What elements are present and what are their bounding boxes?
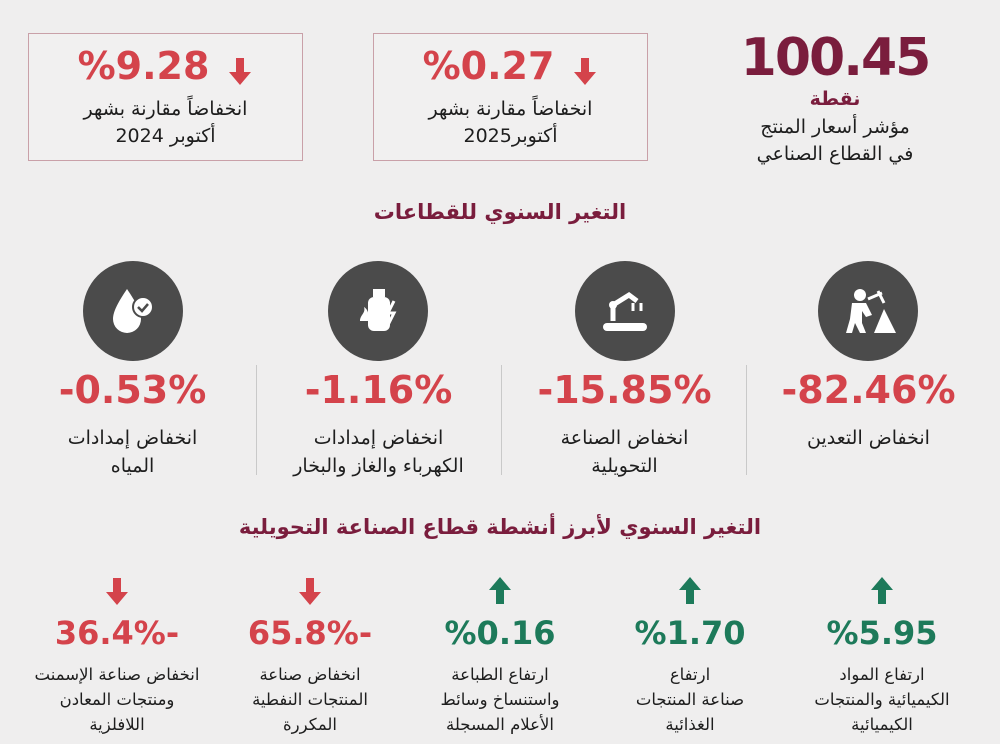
sector-mining: -82.46% انخفاض التعدين	[746, 368, 991, 452]
sector-label: التحويلية	[591, 455, 658, 477]
gas-cylinder-electricity-icon	[328, 261, 428, 361]
activity-label: الأعلام المسجلة	[446, 715, 554, 734]
arrow-up-icon	[787, 576, 977, 608]
divider	[746, 365, 747, 475]
card-value: %9.28	[77, 44, 210, 88]
sector-manufacturing: -15.85% انخفاض الصناعة التحويلية	[502, 368, 747, 480]
activity-label: ارتفاع المواد	[839, 665, 925, 684]
arrow-down-icon	[22, 576, 212, 608]
activity-value-text: -%8.56	[247, 614, 373, 652]
activity-chemicals: %5.95 ارتفاع المواد الكيميائية والمنتجات ال…	[787, 576, 977, 737]
sector-water: -0.53% انخفاض إمدادات المياه	[10, 368, 255, 480]
activity-label: انخفاض صناعة الإسمنت	[34, 665, 200, 684]
sector-label: انخفاض التعدين	[807, 427, 930, 449]
activity-refined-petroleum: -%8.56 انخفاض صناعة المنتجات النفطية المكرر…	[215, 576, 405, 737]
activity-label: ارتفاع	[669, 665, 711, 684]
activity-label: اللافلزية	[89, 715, 145, 734]
activity-value: %1.70	[634, 614, 746, 652]
divider	[501, 365, 502, 475]
card-label: انخفاضاً مقارنة بشهر	[83, 98, 248, 120]
activity-value: %0.16	[444, 614, 556, 652]
index-block: 100.45 نقطة مؤشر أسعار المنتج في القطاع ا…	[720, 28, 950, 168]
activity-value: %5.95	[826, 614, 938, 652]
activity-label: الكيميائية	[851, 715, 913, 734]
card-mom-change: %0.27 انخفاضاً مقارنة بشهر أكتوبر2025	[373, 33, 648, 161]
index-value: 100.45	[740, 28, 932, 88]
divider	[256, 365, 257, 475]
activity-label: واستنساخ وسائط	[440, 690, 560, 709]
index-unit: نقطة	[809, 88, 861, 110]
arrow-down-icon	[215, 576, 405, 608]
activity-label: انخفاض صناعة	[259, 665, 361, 684]
arrow-up-icon	[405, 576, 595, 608]
mining-icon	[818, 261, 918, 361]
card-label: أكتوبر 2024	[115, 125, 216, 147]
card-label: أكتوبر2025	[463, 125, 558, 147]
activities-title: التغير السنوي لأبرز أنشطة قطاع الصناعة ا…	[238, 515, 762, 539]
water-drop-icon	[83, 261, 183, 361]
activity-food: %1.70 ارتفاع صناعة المنتجات الغذائية	[595, 576, 785, 737]
sector-value: -0.53%	[58, 368, 207, 412]
activity-label: الكيميائية والمنتجات	[814, 690, 950, 709]
sector-label: المياه	[110, 455, 155, 477]
sector-label: انخفاض إمدادات	[67, 427, 198, 449]
card-value: %0.27	[422, 44, 555, 88]
arrow-down-icon	[227, 51, 253, 85]
activity-label: ومنتجات المعادن	[59, 690, 175, 709]
activity-label: الغذائية	[665, 715, 715, 734]
arrow-up-icon	[595, 576, 785, 608]
activity-printing: %0.16 ارتفاع الطباعة واستنساخ وسائط الأعلام…	[405, 576, 595, 737]
sector-label: الكهرباء والغاز والبخار	[293, 455, 464, 477]
index-label-line: في القطاع الصناعي	[756, 143, 914, 165]
card-yoy-change: %9.28 انخفاضاً مقارنة بشهر أكتوبر 2024	[28, 33, 303, 161]
sector-label: انخفاض إمدادات	[313, 427, 444, 449]
sector-value: -15.85%	[537, 368, 712, 412]
activity-cement: -%4.63 انخفاض صناعة الإسمنت ومنتجات المعاد…	[22, 576, 212, 737]
index-label: مؤشر أسعار المنتج في القطاع الصناعي	[720, 114, 950, 168]
activity-value: -%8.56	[215, 614, 405, 652]
activity-label: ارتفاع الطباعة	[451, 665, 549, 684]
arrow-down-icon	[572, 51, 598, 85]
card-label: انخفاضاً مقارنة بشهر	[428, 98, 593, 120]
sector-electricity-gas: -1.16% انخفاض إمدادات الكهرباء والغاز والب…	[256, 368, 501, 480]
activity-value: -%4.63	[22, 614, 212, 652]
sector-label: انخفاض الصناعة	[560, 427, 689, 449]
sector-value: -82.46%	[781, 368, 956, 412]
index-label-line: مؤشر أسعار المنتج	[760, 116, 910, 138]
activity-label: المنتجات النفطية	[252, 690, 368, 709]
sector-value: -1.16%	[304, 368, 453, 412]
activity-value-text: -%4.63	[54, 614, 180, 652]
sectors-title: التغير السنوي للقطاعات	[373, 200, 627, 224]
robot-arm-icon	[575, 261, 675, 361]
activity-label: صناعة المنتجات	[635, 690, 745, 709]
activity-label: المكررة	[283, 715, 337, 734]
